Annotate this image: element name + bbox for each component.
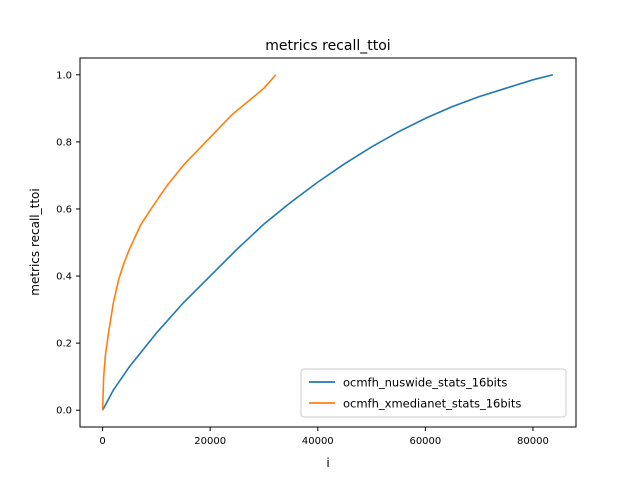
x-tick-label: 60000 [409,436,441,447]
legend-label-0: ocmfh_nuswide_stats_16bits [343,376,507,390]
x-axis-ticks: 0 20000 40000 60000 80000 [99,427,549,447]
legend-label-1: ocmfh_xmedianet_stats_16bits [343,397,521,411]
chart-title: metrics recall_ttoi [265,38,390,54]
x-tick-label: 40000 [302,436,334,447]
series-line-1 [101,74,277,411]
y-axis-ticks: 0.0 0.2 0.4 0.6 0.8 1.0 [56,70,80,417]
x-axis-label: i [326,456,329,470]
series-line-0 [101,73,554,411]
legend-box [300,368,567,418]
y-tick-label: 0.4 [56,272,72,283]
y-tick-label: 1.0 [56,70,72,81]
plot-frame [79,57,577,428]
legend: ocmfh_nuswide_stats_16bits ocmfh_xmediane… [300,368,567,418]
x-tick-label: 80000 [517,436,549,447]
y-tick-label: 0.0 [56,406,72,417]
x-tick-label: 20000 [194,436,226,447]
y-tick-label: 0.8 [56,137,72,148]
y-tick-label: 0.2 [56,339,72,350]
x-tick-label: 0 [99,436,105,447]
y-tick-label: 0.6 [56,204,72,215]
series-layer [101,73,554,411]
y-axis-label: metrics recall_ttoi [28,188,42,295]
